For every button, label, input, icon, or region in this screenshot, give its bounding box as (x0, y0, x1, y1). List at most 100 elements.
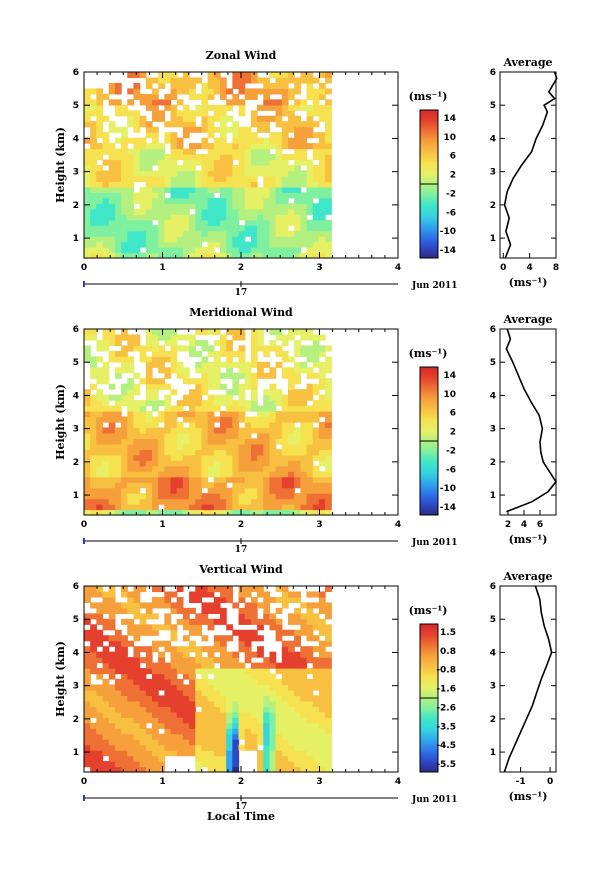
heatmap-cell (108, 706, 116, 713)
heatmap-cell (213, 761, 221, 768)
heatmap-cell (127, 378, 135, 385)
heatmap-cell (288, 110, 295, 117)
heatmap-cell (306, 170, 314, 177)
heatmap-cell (288, 143, 295, 150)
heatmap-cell (275, 252, 283, 259)
heatmap-cell (306, 72, 314, 79)
heatmap-cell (269, 744, 277, 751)
heatmap-cell (145, 427, 153, 434)
heatmap-cell (152, 761, 159, 768)
heatmap-cell (96, 635, 104, 642)
heatmap-cell (220, 449, 227, 456)
y-tick-label: 6 (73, 582, 79, 592)
heatmap-cell (114, 99, 122, 106)
heatmap-cell (133, 416, 141, 423)
heatmap-cell (288, 427, 295, 434)
heatmap-cell (312, 154, 320, 161)
heatmap-cell (207, 203, 215, 210)
heatmap-cell (145, 159, 153, 166)
heatmap-cell (84, 739, 91, 746)
heatmap-cell (102, 487, 110, 494)
heatmap-cell (269, 99, 277, 106)
heatmap-cell (275, 219, 283, 226)
average-y-tick-label: 2 (490, 201, 496, 211)
heatmap-cell (152, 181, 159, 188)
heatmap-cell (121, 460, 128, 467)
heatmap-cell (182, 668, 190, 675)
heatmap-cell (114, 197, 122, 204)
heatmap-cell (269, 733, 277, 740)
heatmap-cell (84, 170, 91, 177)
heatmap-cell (306, 230, 314, 237)
heatmap-cell (90, 181, 97, 188)
heatmap-cell (195, 339, 203, 347)
heatmap-cell (139, 668, 147, 675)
heatmap-cell (133, 700, 141, 707)
heatmap-cell (114, 225, 122, 232)
heatmap-cell (207, 230, 215, 237)
heatmap-cell (269, 465, 277, 472)
heatmap-cell (281, 662, 289, 669)
heatmap-cell (121, 186, 128, 193)
heatmap-cell (244, 471, 252, 478)
heatmap-cell (96, 509, 104, 516)
heatmap-cell (114, 635, 122, 642)
heatmap-cell (294, 208, 301, 215)
heatmap-cell (312, 208, 320, 215)
heatmap-cell (213, 77, 221, 84)
heatmap-cell (207, 121, 215, 128)
heatmap-cell (127, 695, 135, 702)
heatmap-cell (306, 739, 314, 746)
heatmap-cell (207, 329, 215, 336)
heatmap-cell (108, 465, 116, 472)
heatmap-cell (121, 482, 128, 489)
heatmap-cell (108, 700, 116, 707)
heatmap-cell (90, 203, 97, 210)
heatmap-cell (102, 744, 110, 751)
heatmap-cell (90, 361, 97, 368)
heatmap-cell (294, 739, 301, 746)
day-label: 17 (235, 802, 248, 812)
heatmap-cell (139, 493, 147, 500)
heatmap-cell (152, 695, 159, 702)
heatmap-cell (114, 154, 122, 161)
heatmap-cell (90, 657, 97, 664)
average-x-tick-label: 2 (505, 520, 511, 530)
heatmap-cell (133, 93, 141, 100)
heatmap-cell (152, 460, 159, 467)
heatmap-cell (325, 411, 332, 418)
heatmap-cell (312, 339, 320, 347)
colorbar-tick-label: -3.5 (436, 722, 456, 732)
heatmap-cell (281, 432, 289, 440)
heatmap-cell (170, 465, 178, 472)
heatmap-cell (207, 350, 215, 357)
heatmap-cell (121, 432, 128, 440)
heatmap-cell (158, 755, 165, 762)
heatmap-cell (201, 504, 209, 511)
heatmap-cell (158, 668, 165, 675)
heatmap-cell (152, 389, 159, 396)
heatmap-cell (226, 711, 233, 718)
heatmap-cell (232, 449, 240, 456)
heatmap-cell (250, 159, 258, 166)
heatmap-cell (238, 673, 246, 680)
heatmap-cell (102, 668, 110, 675)
heatmap-cell (232, 252, 240, 259)
heatmap-cell (127, 706, 135, 713)
heatmap-cell (288, 498, 295, 505)
heatmap-cell (220, 739, 227, 746)
heatmap-cell (300, 460, 308, 467)
heatmap-cell (201, 493, 209, 500)
heatmap-cell (133, 427, 141, 434)
heatmap-cell (294, 252, 301, 259)
heatmap-cell (306, 197, 314, 204)
heatmap-cell (108, 252, 116, 259)
heatmap-cell (238, 465, 246, 472)
heatmap-cell (102, 400, 110, 407)
heatmap-cell (90, 586, 97, 593)
heatmap-cell (195, 662, 203, 669)
heatmap-cell (182, 148, 190, 155)
heatmap-cell (96, 728, 104, 735)
heatmap-cell (121, 733, 128, 740)
